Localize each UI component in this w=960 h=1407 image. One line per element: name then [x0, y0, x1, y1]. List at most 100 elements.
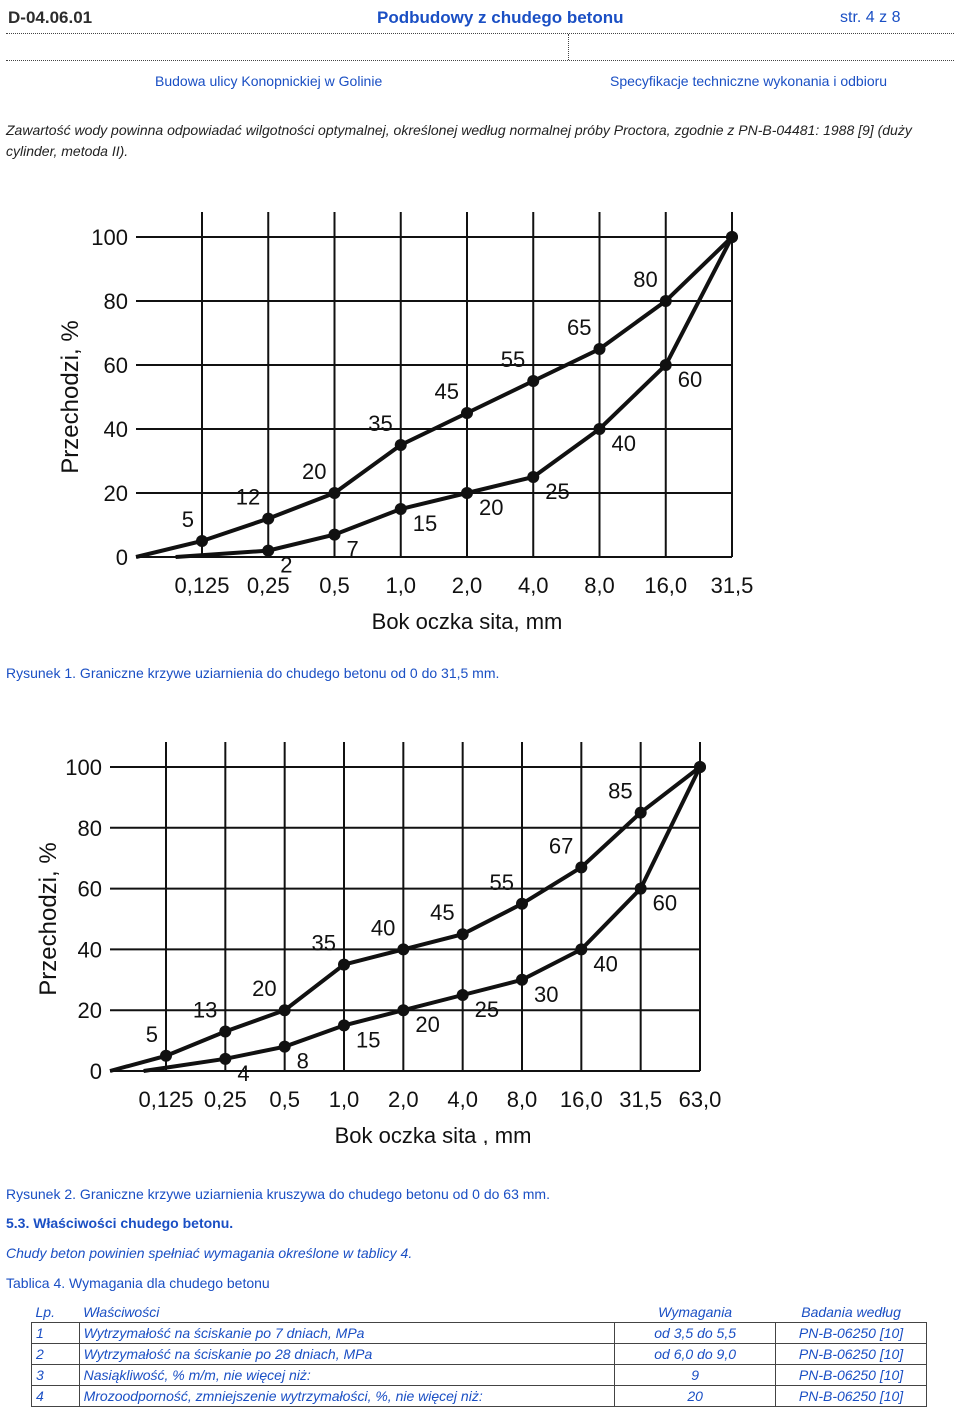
y-tick-label: 80 [104, 289, 128, 314]
data-point [196, 535, 208, 547]
data-point [328, 528, 341, 541]
data-label: 12 [236, 485, 260, 510]
cell-test-standard: PN-B-06250 [10] [775, 1322, 927, 1344]
data-point [575, 861, 588, 874]
x-tick-label: 0,5 [319, 573, 350, 598]
project-name: Budowa ulicy Konopnickiej w Golinie [155, 73, 383, 89]
data-point [278, 1004, 291, 1017]
data-point [397, 1004, 410, 1017]
data-label: 67 [549, 833, 573, 858]
data-label: 15 [356, 1027, 380, 1052]
data-label: 15 [413, 511, 437, 536]
data-label: 25 [475, 997, 499, 1022]
data-label: 20 [479, 495, 503, 520]
y-tick-label: 60 [78, 877, 102, 902]
data-label: 30 [534, 982, 558, 1007]
data-label: 40 [371, 915, 395, 940]
x-tick-label: 31,5 [619, 1087, 662, 1112]
data-label: 7 [347, 537, 359, 562]
cell-requirement: 20 [614, 1385, 777, 1407]
data-point [634, 882, 647, 895]
x-tick-label: 2,0 [452, 573, 483, 598]
cell-test-standard: PN-B-06250 [10] [775, 1364, 927, 1386]
x-tick-label: 16,0 [644, 573, 687, 598]
data-point [456, 989, 469, 1001]
data-label: 45 [435, 379, 459, 404]
x-axis-label: Bok oczka sita , mm [335, 1123, 532, 1145]
y-axis-label: Przechodzi, % [35, 842, 62, 995]
data-point [397, 943, 410, 956]
grading-chart-2: 0 20 40 60 80 100 0,125 0,25 0,5 1,0 2,0 4,0 8,0 16,0… [30, 735, 740, 1145]
y-tick-label: 0 [116, 545, 128, 570]
data-point [160, 1049, 172, 1062]
data-label: 40 [612, 431, 636, 456]
data-label: 65 [567, 315, 591, 340]
y-tick-label: 60 [104, 353, 128, 378]
data-point [527, 471, 540, 483]
data-point [219, 1025, 232, 1038]
data-point [456, 928, 469, 941]
cell-test-standard: PN-B-06250 [10] [775, 1385, 927, 1407]
data-label: 25 [545, 479, 569, 504]
table-row: 1 Wytrzymałość na ściskanie po 7 dniach,… [31, 1322, 927, 1344]
data-point [461, 407, 473, 419]
data-point [659, 295, 672, 307]
series-line [135, 235, 734, 559]
x-tick-label: 1,0 [385, 573, 416, 598]
data-point [262, 512, 275, 525]
data-label: 80 [633, 267, 657, 292]
data-label: 4 [237, 1061, 249, 1086]
data-label: 60 [678, 367, 702, 392]
col-header-test-standard: Badania według [775, 1302, 927, 1323]
x-tick-label: 0,25 [247, 573, 290, 598]
cell-requirement: od 3,5 do 5,5 [614, 1322, 777, 1344]
data-point [516, 897, 528, 910]
x-tick-label: 0,125 [138, 1087, 193, 1112]
data-label: 8 [297, 1049, 309, 1074]
x-tick-label: 63,0 [679, 1087, 722, 1112]
data-point [516, 973, 528, 986]
data-label: 35 [312, 931, 336, 956]
cell-requirement: od 6,0 do 9,0 [614, 1343, 777, 1365]
table-row: 4 Mrozoodporność, zmniejszenie wytrzymał… [31, 1385, 927, 1407]
data-point [461, 487, 473, 499]
cell-lp: 1 [31, 1322, 80, 1344]
data-point [219, 1052, 232, 1065]
grading-chart-1: 0 20 40 60 80 100 0,125 0,25 0,5 1,0 2,0 4,0 8,0 16,0… [40, 200, 760, 635]
table-caption: Tablica 4. Wymagania dla chudego betonu [6, 1275, 270, 1291]
header-divider [6, 60, 954, 61]
cell-property: Wytrzymałość na ściskanie po 7 dniach, M… [78, 1322, 616, 1344]
cell-lp: 3 [31, 1364, 80, 1386]
y-tick-label: 40 [104, 417, 128, 442]
header-divider [6, 33, 954, 34]
col-header-lp: Lp. [31, 1302, 80, 1323]
data-label: 20 [302, 459, 326, 484]
cell-lp: 4 [31, 1385, 80, 1407]
cell-requirement: 9 [614, 1364, 777, 1386]
data-label: 35 [368, 411, 392, 436]
y-tick-label: 100 [65, 755, 102, 780]
data-point [328, 487, 341, 499]
x-tick-label: 4,0 [518, 573, 549, 598]
data-point [338, 1019, 350, 1032]
x-tick-label: 1,0 [329, 1087, 360, 1112]
data-point [726, 231, 738, 243]
y-tick-label: 20 [78, 998, 102, 1023]
x-tick-label: 8,0 [507, 1087, 538, 1112]
data-point [659, 359, 672, 371]
data-label: 45 [430, 900, 454, 925]
data-point [394, 503, 407, 515]
x-tick-label: 0,125 [174, 573, 229, 598]
col-header-property: Właściwości [79, 1302, 615, 1323]
col-header-requirement: Wymagania [614, 1302, 776, 1323]
data-label: 13 [193, 997, 217, 1022]
x-tick-label: 0,5 [269, 1087, 300, 1112]
y-tick-label: 40 [78, 937, 102, 962]
data-label: 20 [252, 976, 276, 1001]
data-label: 60 [653, 891, 677, 916]
data-point [338, 958, 350, 971]
document-title: Podbudowy z chudego betonu [377, 8, 624, 27]
data-point [262, 544, 275, 557]
data-point [278, 1040, 291, 1053]
data-point [593, 343, 606, 355]
